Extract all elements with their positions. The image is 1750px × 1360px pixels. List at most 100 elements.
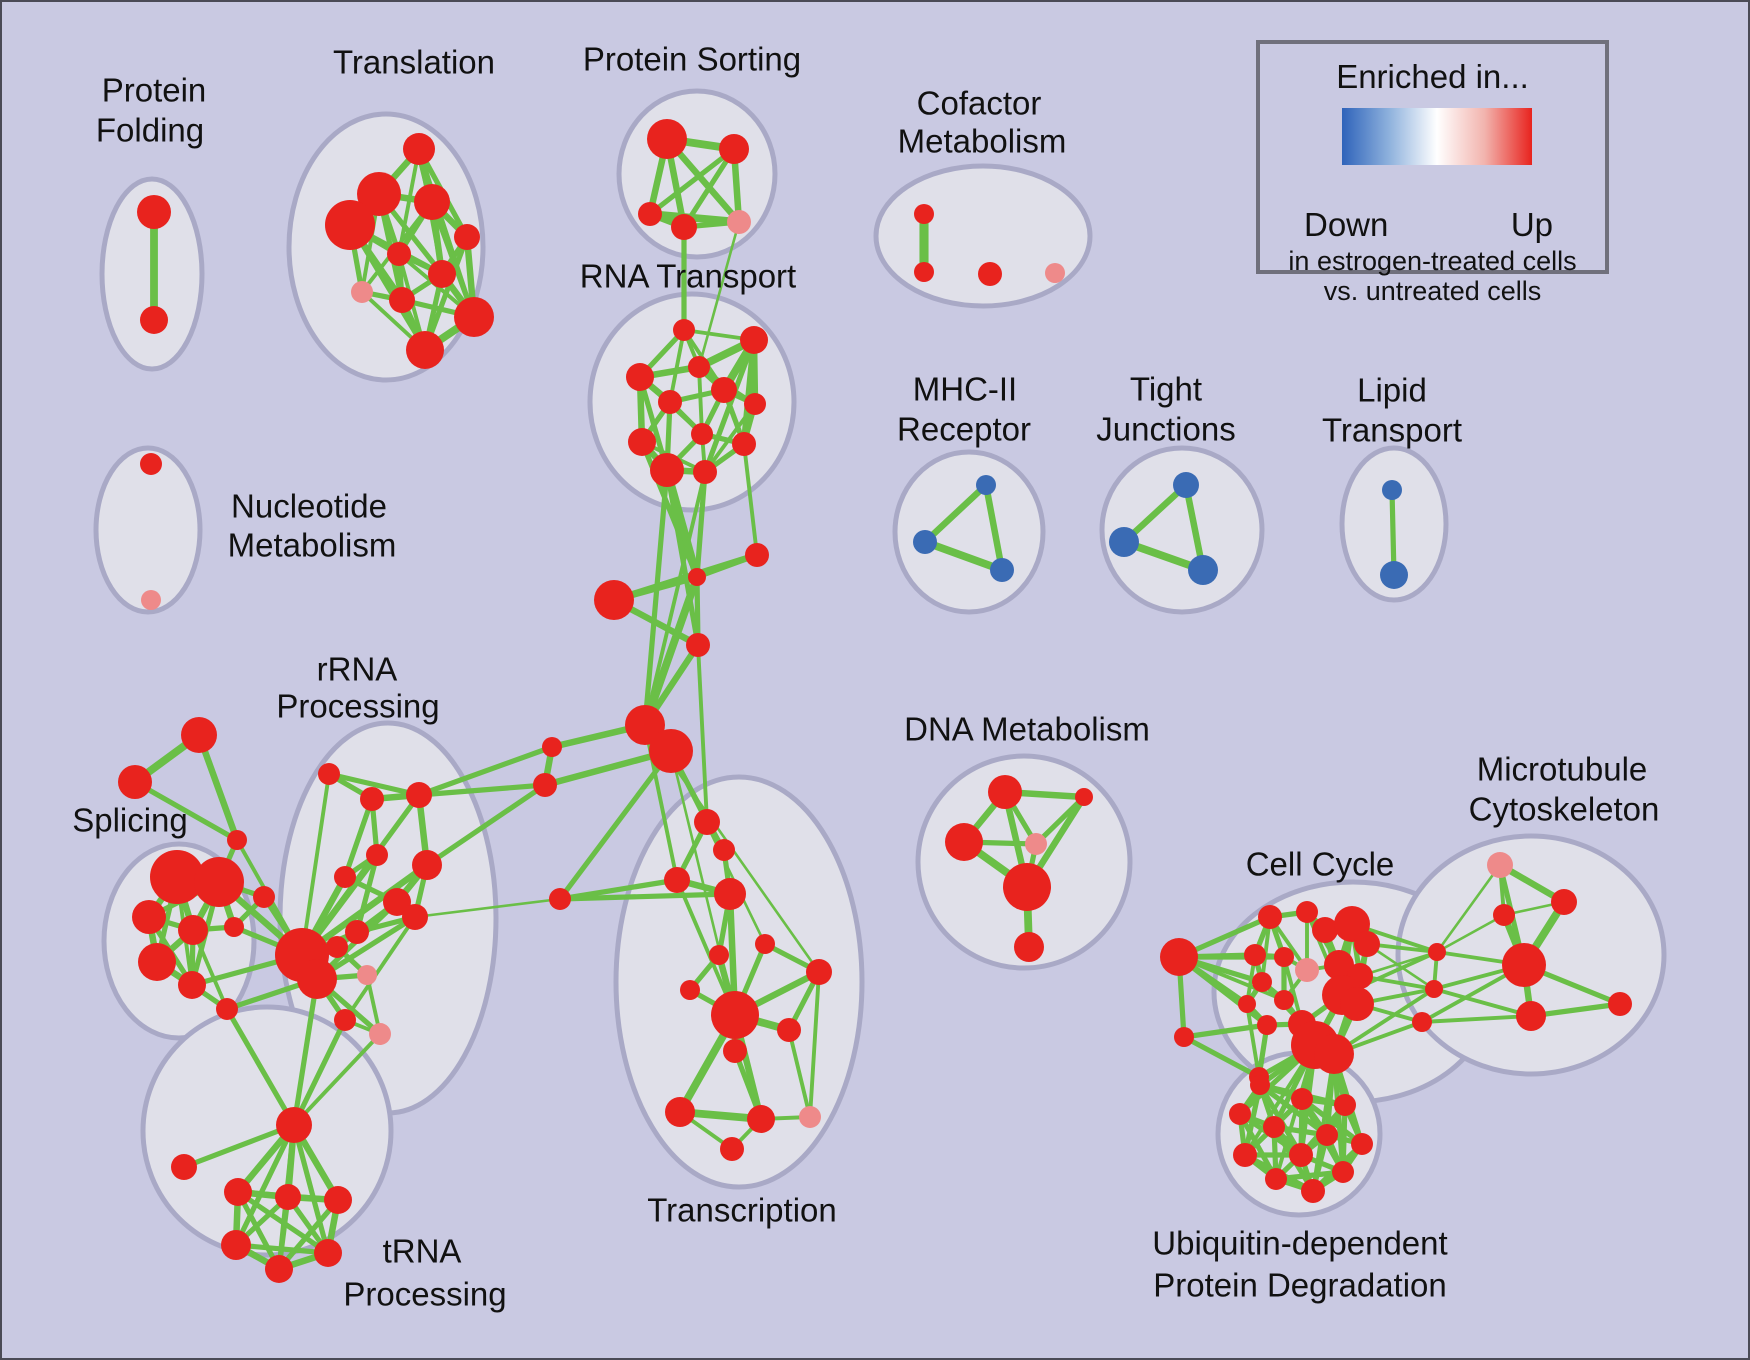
node-tx-8[interactable] xyxy=(711,991,759,1039)
node-ub-4[interactable] xyxy=(1263,1116,1285,1138)
node-tr-10[interactable] xyxy=(406,331,444,369)
node-rr-7[interactable] xyxy=(366,844,388,866)
node-tr-5[interactable] xyxy=(387,242,411,266)
node-co-2[interactable] xyxy=(978,262,1002,286)
node-rt-7[interactable] xyxy=(691,423,713,445)
node-rr-5[interactable] xyxy=(383,888,411,916)
node-con-3[interactable] xyxy=(688,568,706,586)
node-tn-2[interactable] xyxy=(224,1178,252,1206)
node-cc-10[interactable] xyxy=(1324,950,1354,980)
node-ub-3[interactable] xyxy=(1229,1103,1251,1125)
node-sp-0[interactable] xyxy=(150,850,204,904)
node-con-9[interactable] xyxy=(542,737,562,757)
node-nu-0[interactable] xyxy=(140,453,162,475)
node-rt-2[interactable] xyxy=(688,356,710,378)
node-tx-1[interactable] xyxy=(713,839,735,861)
node-pf-1[interactable] xyxy=(140,306,168,334)
node-sp-5[interactable] xyxy=(138,943,176,981)
node-cc-8[interactable] xyxy=(1274,947,1294,967)
node-cc-12[interactable] xyxy=(1252,972,1272,992)
node-con-5[interactable] xyxy=(594,580,634,620)
node-mc-5[interactable] xyxy=(1608,992,1632,1016)
node-ps-4[interactable] xyxy=(727,210,751,234)
node-ub-5[interactable] xyxy=(1316,1124,1338,1146)
node-cc-16[interactable] xyxy=(1340,987,1374,1021)
node-sp-4[interactable] xyxy=(224,917,244,937)
node-cc-13[interactable] xyxy=(1274,990,1294,1010)
node-rt-8[interactable] xyxy=(628,428,656,456)
node-sp-7[interactable] xyxy=(253,886,275,908)
node-tr-1[interactable] xyxy=(357,172,401,216)
node-cc-3[interactable] xyxy=(1296,901,1318,923)
node-tx-10[interactable] xyxy=(723,1039,747,1063)
node-con-11[interactable] xyxy=(549,888,571,910)
node-con-4[interactable] xyxy=(745,543,769,567)
node-sp-6[interactable] xyxy=(178,971,206,999)
node-lt-1[interactable] xyxy=(1380,561,1408,589)
node-tn-0[interactable] xyxy=(276,1107,312,1143)
node-rr-11[interactable] xyxy=(369,1023,391,1045)
node-rr-6[interactable] xyxy=(402,904,428,930)
node-sp-2[interactable] xyxy=(132,900,166,934)
node-con-2[interactable] xyxy=(227,830,247,850)
node-tx-5[interactable] xyxy=(709,945,729,965)
node-rt-4[interactable] xyxy=(711,377,737,403)
node-mc-4[interactable] xyxy=(1516,1001,1546,1031)
node-tn-7[interactable] xyxy=(265,1255,293,1283)
node-rr-12[interactable] xyxy=(334,1009,356,1031)
node-tx-14[interactable] xyxy=(720,1137,744,1161)
node-dm-2[interactable] xyxy=(945,823,983,861)
node-rr-0[interactable] xyxy=(318,763,340,785)
node-rr-10[interactable] xyxy=(357,965,377,985)
node-tr-0[interactable] xyxy=(403,133,435,165)
node-tx-12[interactable] xyxy=(747,1105,775,1133)
node-sp-3[interactable] xyxy=(178,915,208,945)
node-rt-5[interactable] xyxy=(658,390,682,414)
node-dm-5[interactable] xyxy=(1014,932,1044,962)
node-ps-0[interactable] xyxy=(647,119,687,159)
node-co-1[interactable] xyxy=(914,262,934,282)
node-ub-10[interactable] xyxy=(1332,1161,1354,1183)
node-cc-6[interactable] xyxy=(1354,931,1380,957)
node-rr-8[interactable] xyxy=(345,920,369,944)
node-rr-2[interactable] xyxy=(406,782,432,808)
node-mc-3[interactable] xyxy=(1502,943,1546,987)
node-ps-3[interactable] xyxy=(671,214,697,240)
node-co-0[interactable] xyxy=(914,204,934,224)
node-ub-2[interactable] xyxy=(1334,1094,1356,1116)
node-cc-7[interactable] xyxy=(1244,944,1266,966)
node-mc-0[interactable] xyxy=(1487,852,1513,878)
node-tr-7[interactable] xyxy=(351,281,373,303)
node-tr-4[interactable] xyxy=(454,224,480,250)
node-con-1[interactable] xyxy=(118,765,152,799)
node-mc-7[interactable] xyxy=(1425,980,1443,998)
node-tr-8[interactable] xyxy=(389,287,415,313)
node-pf-0[interactable] xyxy=(137,195,171,229)
node-tr-3[interactable] xyxy=(325,200,375,250)
node-rt-10[interactable] xyxy=(650,453,684,487)
node-rt-6[interactable] xyxy=(744,393,766,415)
node-rt-0[interactable] xyxy=(673,319,695,341)
node-rr-4[interactable] xyxy=(412,850,442,880)
node-tj-2[interactable] xyxy=(1188,555,1218,585)
node-ub-11[interactable] xyxy=(1301,1179,1325,1203)
node-mc-8[interactable] xyxy=(1412,1012,1432,1032)
node-ub-9[interactable] xyxy=(1265,1168,1287,1190)
node-mc-1[interactable] xyxy=(1551,889,1577,915)
node-tr-9[interactable] xyxy=(454,297,494,337)
node-cc-0[interactable] xyxy=(1160,938,1198,976)
node-rr-1[interactable] xyxy=(360,787,384,811)
node-con-6[interactable] xyxy=(686,633,710,657)
node-tx-7[interactable] xyxy=(680,980,700,1000)
node-cc-4[interactable] xyxy=(1312,917,1338,943)
node-lt-0[interactable] xyxy=(1382,480,1402,500)
node-dm-1[interactable] xyxy=(1075,788,1093,806)
node-tx-2[interactable] xyxy=(664,867,690,893)
node-cc-20[interactable] xyxy=(1314,1034,1354,1074)
node-rr-3[interactable] xyxy=(334,866,356,888)
node-rr-14[interactable] xyxy=(297,959,337,999)
node-tx-3[interactable] xyxy=(714,878,746,910)
node-tx-11[interactable] xyxy=(665,1097,695,1127)
node-cc-9[interactable] xyxy=(1295,958,1319,982)
node-tx-0[interactable] xyxy=(694,809,720,835)
